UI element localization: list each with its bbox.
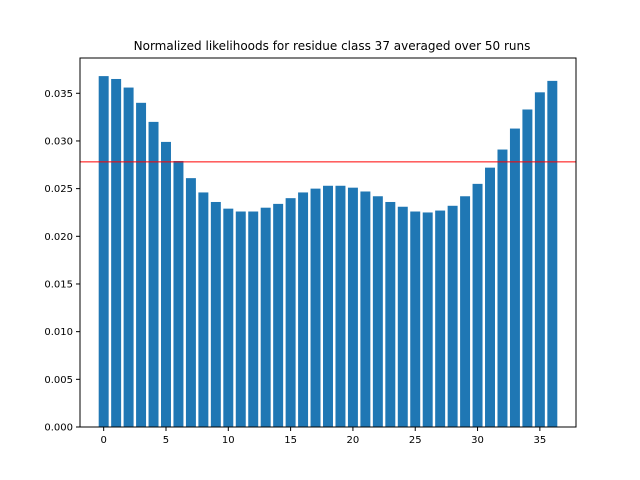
bar-2 bbox=[123, 87, 134, 427]
bar-14 bbox=[273, 203, 284, 427]
bar-9 bbox=[210, 201, 221, 427]
bar-30 bbox=[472, 183, 483, 427]
bar-11 bbox=[235, 211, 246, 427]
plot-frame bbox=[79, 57, 577, 428]
bar-13 bbox=[260, 207, 271, 427]
y-tick-label-2: 0.010 bbox=[44, 327, 73, 338]
x-tick-label-0: 0 bbox=[100, 435, 106, 446]
y-tick-label-6: 0.030 bbox=[44, 136, 73, 147]
x-tick-label-25: 25 bbox=[409, 435, 422, 446]
bar-17 bbox=[310, 188, 321, 427]
bar-12 bbox=[248, 211, 259, 427]
bar-32 bbox=[497, 149, 508, 427]
bar-36 bbox=[547, 80, 558, 427]
y-tick-label-4: 0.020 bbox=[44, 232, 73, 243]
bar-21 bbox=[360, 191, 371, 427]
bar-28 bbox=[447, 205, 458, 427]
y-tick-label-0: 0.000 bbox=[44, 423, 73, 434]
bar-1 bbox=[111, 78, 122, 427]
bar-10 bbox=[223, 208, 234, 427]
bar-0 bbox=[98, 76, 109, 428]
bar-27 bbox=[435, 210, 446, 427]
bar-15 bbox=[285, 198, 296, 427]
x-tick-label-35: 35 bbox=[533, 435, 546, 446]
bar-29 bbox=[460, 196, 471, 427]
bar-23 bbox=[385, 201, 396, 427]
bar-16 bbox=[298, 192, 309, 427]
x-tick-label-20: 20 bbox=[347, 435, 360, 446]
y-tick-label-5: 0.025 bbox=[44, 184, 73, 195]
x-tick-label-15: 15 bbox=[284, 435, 297, 446]
y-axis: 0.000 0.005 0.010 0.015 0.020 0.025 0.030 0.035 bbox=[44, 89, 80, 434]
bar-25 bbox=[410, 211, 421, 427]
x-axis: 0 5 10 15 20 25 30 35 bbox=[100, 427, 546, 446]
y-tick-label-1: 0.005 bbox=[44, 375, 73, 386]
bar-3 bbox=[136, 102, 147, 427]
bar-19 bbox=[335, 185, 346, 427]
bar-8 bbox=[198, 192, 209, 427]
bar-18 bbox=[323, 185, 333, 427]
bar-26 bbox=[422, 212, 433, 427]
bar-35 bbox=[534, 92, 545, 427]
bar-5 bbox=[161, 141, 171, 427]
bar-22 bbox=[372, 196, 383, 427]
bar-33 bbox=[509, 128, 520, 427]
bar-31 bbox=[485, 167, 495, 427]
bar-20 bbox=[347, 187, 358, 427]
bar-34 bbox=[522, 109, 533, 427]
x-tick-label-5: 5 bbox=[163, 435, 169, 446]
bars-group bbox=[98, 76, 558, 428]
bar-6 bbox=[173, 160, 184, 427]
bar-24 bbox=[397, 206, 408, 427]
y-tick-label-3: 0.015 bbox=[44, 279, 73, 290]
bar-4 bbox=[148, 121, 159, 427]
x-tick-label-10: 10 bbox=[222, 435, 235, 446]
chart-title: Normalized likelihoods for residue class… bbox=[134, 39, 531, 53]
bar-7 bbox=[185, 178, 196, 427]
y-tick-label-7: 0.035 bbox=[44, 89, 73, 100]
x-tick-label-30: 30 bbox=[471, 435, 484, 446]
